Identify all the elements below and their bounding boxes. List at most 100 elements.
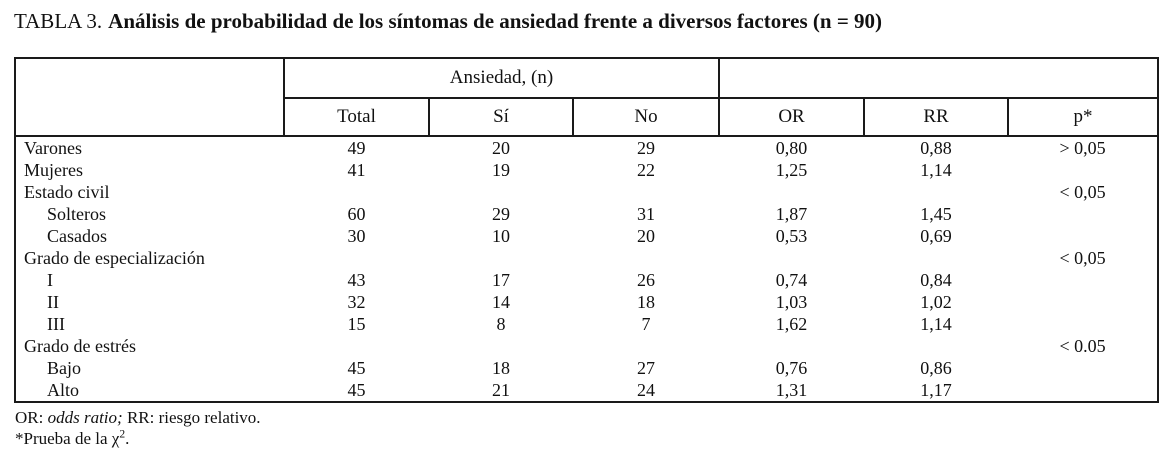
cell-total: 49 bbox=[347, 138, 366, 158]
table-row-bajo: Bajo 45 18 27 0,76 0,86 bbox=[15, 357, 1158, 379]
table-row-grado-i: I 43 17 26 0,74 0,84 bbox=[15, 269, 1158, 291]
table-title-text: Análisis de probabilidad de los síntomas… bbox=[108, 9, 883, 33]
cell-si: 8 bbox=[496, 314, 506, 334]
cell-rr bbox=[864, 181, 1008, 203]
cell-or bbox=[719, 181, 864, 203]
cell-si bbox=[429, 181, 573, 203]
cell-rr: 1,17 bbox=[920, 380, 952, 400]
cell-no: 29 bbox=[637, 138, 656, 158]
footnote-abbreviations: OR: odds ratio; RR: riesgo relativo. bbox=[15, 407, 261, 428]
cell-si: 29 bbox=[492, 204, 510, 224]
cell-total: 41 bbox=[347, 160, 366, 180]
cell-no: 31 bbox=[637, 204, 656, 224]
cell-or: 0,74 bbox=[775, 270, 808, 290]
table-row-grado-estres: Grado de estrés < 0.05 bbox=[15, 335, 1158, 357]
cell-total bbox=[284, 247, 429, 269]
cell-si: 18 bbox=[492, 358, 510, 378]
cell-total: 45 bbox=[347, 358, 366, 378]
table-footnotes: OR: odds ratio; RR: riesgo relativo. *Pr… bbox=[15, 407, 261, 449]
footnote-or-prefix: OR: bbox=[15, 408, 44, 427]
footnote-chi-prefix: *Prueba de la χ bbox=[15, 429, 120, 448]
table-title-label: TABLA 3. bbox=[14, 9, 103, 33]
cell-or: 1,87 bbox=[775, 204, 808, 224]
col-header-or: OR bbox=[718, 97, 866, 137]
cell-si bbox=[429, 247, 573, 269]
row-label: Grado de especialización bbox=[24, 248, 205, 268]
row-label: I bbox=[47, 270, 53, 290]
cell-no: 20 bbox=[637, 226, 656, 246]
footnote-odds-ratio-italic: odds ratio; bbox=[47, 408, 123, 427]
table-title: TABLA 3. Análisis de probabilidad de los … bbox=[14, 9, 882, 34]
header-group-row: Ansiedad, (n) bbox=[14, 57, 1160, 137]
row-label: Bajo bbox=[47, 358, 81, 378]
cell-rr: 1,14 bbox=[920, 160, 952, 180]
row-label: II bbox=[47, 292, 59, 312]
cell-si: 20 bbox=[492, 138, 510, 158]
cell-or bbox=[719, 335, 864, 357]
cell-rr bbox=[864, 335, 1008, 357]
footnote-chi-exponent: 2 bbox=[119, 427, 126, 441]
row-label: III bbox=[47, 314, 65, 334]
cell-or: 1,31 bbox=[775, 380, 808, 400]
group-header-ansiedad: Ansiedad, (n) bbox=[282, 57, 721, 99]
cell-p bbox=[1008, 225, 1158, 247]
group-header-empty bbox=[718, 57, 1160, 99]
table-row-alto: Alto 45 21 24 1,31 1,17 bbox=[15, 379, 1158, 402]
cell-no bbox=[573, 335, 719, 357]
cell-p bbox=[1008, 269, 1158, 291]
col-header-p: p* bbox=[1007, 97, 1160, 137]
cell-si: 19 bbox=[492, 160, 510, 180]
cell-or: 0,53 bbox=[775, 226, 808, 246]
header-cols-row: Total Sí No OR RR p* bbox=[15, 97, 1160, 137]
cell-p: < 0,05 bbox=[1059, 182, 1106, 202]
cell-p: < 0.05 bbox=[1059, 336, 1106, 356]
table-row-estado-civil: Estado civil < 0,05 bbox=[15, 181, 1158, 203]
col-header-no: No bbox=[571, 97, 721, 137]
cell-si: 17 bbox=[492, 270, 510, 290]
row-label: Casados bbox=[47, 226, 107, 246]
factor-column-header-empty bbox=[14, 57, 285, 137]
cell-p: > 0,05 bbox=[1059, 138, 1106, 158]
cell-rr: 1,02 bbox=[920, 292, 952, 312]
cell-total bbox=[284, 181, 429, 203]
cell-si: 10 bbox=[492, 226, 510, 246]
footnote-chi-square: *Prueba de la χ2. bbox=[15, 428, 261, 449]
cell-total: 60 bbox=[347, 204, 366, 224]
col-header-total: Total bbox=[283, 97, 430, 137]
table-row-grado-especializacion: Grado de especialización < 0,05 bbox=[15, 247, 1158, 269]
cell-total: 45 bbox=[347, 380, 366, 400]
table-row-grado-iii: III 15 8 7 1,62 1,14 bbox=[15, 313, 1158, 335]
footnote-chi-suffix: . bbox=[125, 429, 130, 448]
cell-total: 15 bbox=[347, 314, 366, 334]
cell-or: 0,80 bbox=[775, 138, 808, 158]
cell-p bbox=[1008, 357, 1158, 379]
cell-no bbox=[573, 247, 719, 269]
cell-total: 32 bbox=[347, 292, 366, 312]
row-label: Estado civil bbox=[24, 182, 110, 202]
row-label: Alto bbox=[47, 380, 80, 400]
cell-p bbox=[1008, 379, 1158, 402]
cell-or: 1,62 bbox=[775, 314, 808, 334]
cell-rr: 1,45 bbox=[920, 204, 952, 224]
cell-p: < 0,05 bbox=[1059, 248, 1106, 268]
cell-no bbox=[573, 181, 719, 203]
cell-p bbox=[1008, 313, 1158, 335]
footnote-rr-text: RR: riesgo relativo. bbox=[126, 408, 261, 427]
cell-no: 27 bbox=[637, 358, 656, 378]
cell-rr: 0,88 bbox=[920, 138, 952, 158]
cell-or: 1,25 bbox=[775, 160, 808, 180]
table-row-mujeres: Mujeres 41 19 22 1,25 1,14 bbox=[15, 159, 1158, 181]
cell-rr: 0,69 bbox=[920, 226, 952, 246]
row-label: Varones bbox=[24, 138, 82, 158]
row-label: Grado de estrés bbox=[24, 336, 136, 356]
cell-no: 26 bbox=[637, 270, 656, 290]
cell-rr: 1,14 bbox=[920, 314, 952, 334]
col-header-rr: RR bbox=[863, 97, 1010, 137]
cell-no: 22 bbox=[637, 160, 656, 180]
anxiety-probability-table: Ansiedad, (n) Total Sí No OR RR p* Varon… bbox=[14, 57, 1160, 403]
cell-or: 0,76 bbox=[775, 358, 808, 378]
cell-si bbox=[429, 335, 573, 357]
table-row-solteros: Solteros 60 29 31 1,87 1,45 bbox=[15, 203, 1158, 225]
table-row-casados: Casados 30 10 20 0,53 0,69 bbox=[15, 225, 1158, 247]
